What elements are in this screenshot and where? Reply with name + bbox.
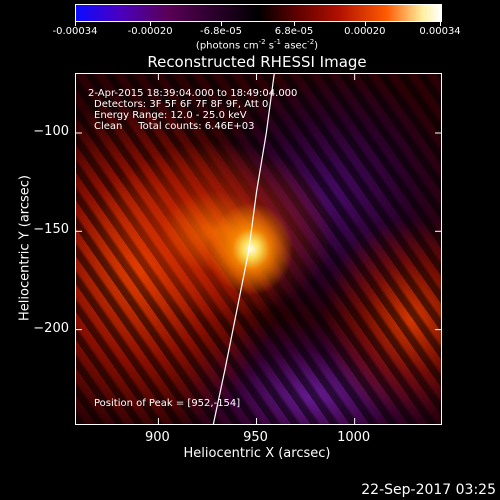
colorbar-tick [75,22,76,26]
colorbar-tick [221,22,222,26]
y-tick-label: −150 [33,222,69,238]
colorbar-tick-label: 0.00020 [344,26,386,37]
colorbar-tick-label: -6.8e-05 [200,26,242,37]
plot-ticks [76,74,441,424]
colorbar-tick [294,22,295,26]
colorbar-tick-label: -0.00034 [52,26,98,37]
x-tick-label: 900 [144,430,170,445]
x-tick-label: 1000 [337,430,371,445]
colorbar-tick-label: 6.8e-05 [274,26,314,37]
peak-position-label: Position of Peak = [952,-154] [94,398,241,409]
info-line-time: 2-Apr-2015 18:39:04.000 to 18:49:04.000 [88,88,298,99]
chart-title: Reconstructed RHESSI Image [147,53,367,71]
colorbar-tick-label: 0.00034 [419,26,461,37]
plot-overlay [76,74,441,424]
colorbar-tick [364,22,366,26]
colorbar-units: (photons cm-2 s-1 asec-2) [195,38,319,52]
image-plot: 2-Apr-2015 18:39:04.000 to 18:49:04.000 … [75,73,442,425]
colorbar-tick [440,22,441,26]
info-line-detectors: Detectors: 3F 5F 6F 7F 8F 9F, Att 0 [94,99,269,110]
y-tick-label: −100 [33,123,69,139]
plot-timestamp: 22-Sep-2017 03:25 [361,482,496,498]
colorbar [75,4,442,22]
x-tick-label: 950 [243,430,268,445]
colorbar-tick-label: -0.00020 [127,26,173,37]
y-tick-label: −200 [33,320,69,336]
info-line-counts: Clean Total counts: 6.46E+03 [94,121,255,132]
x-axis-label: Heliocentric X (arcsec) [183,446,331,461]
y-axis-label: Heliocentric Y (arcsec) [17,175,33,321]
info-line-energy: Energy Range: 12.0 - 25.0 keV [94,110,247,121]
solar-limb-line [212,74,275,424]
colorbar-tick [150,22,152,26]
